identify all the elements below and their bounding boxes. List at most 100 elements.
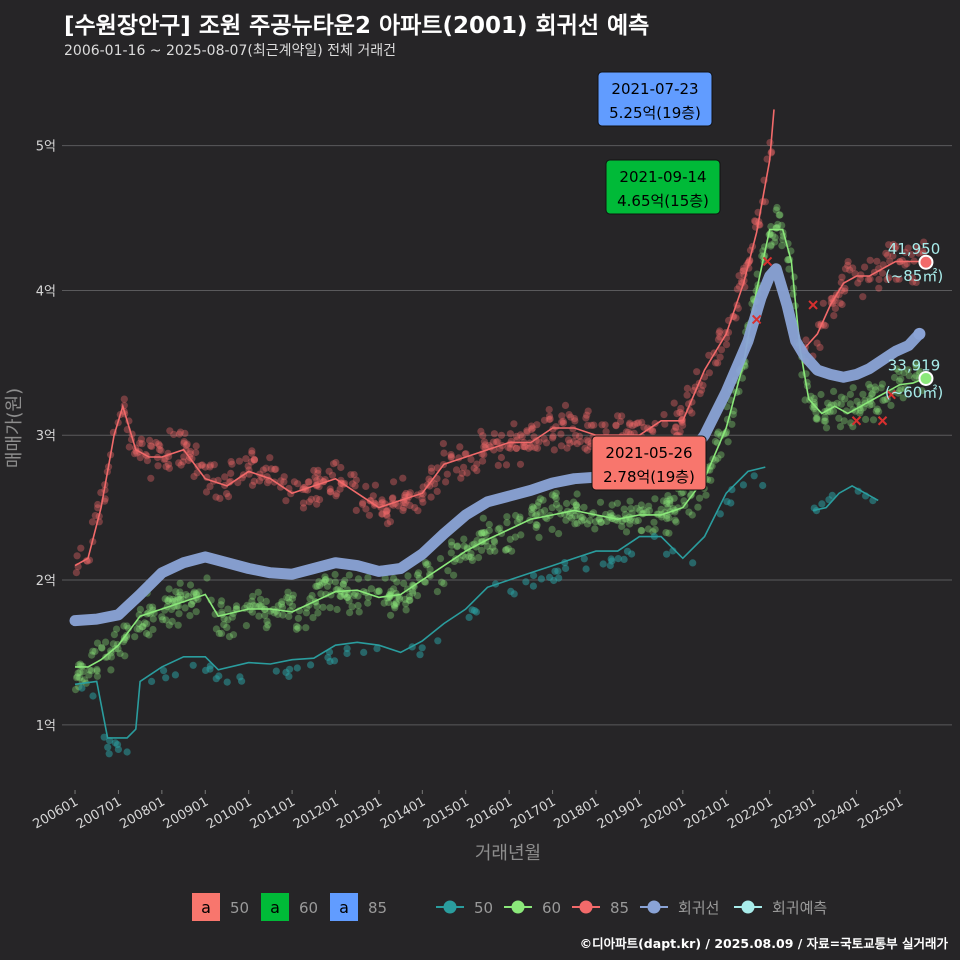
point-85-296 [447,451,455,459]
x-axis-label: 거래년월 [475,843,541,864]
point-85-171 [328,471,337,479]
point-85-110 [299,499,308,507]
point-60-375 [315,578,323,586]
point-85-306 [583,436,591,444]
point-60-257 [626,497,634,505]
point-85-200 [250,456,259,464]
point-60-625 [812,409,820,417]
point-85-446 [125,443,133,451]
point-60-588 [313,582,321,590]
point-85-288 [733,285,742,293]
point-60-446 [228,613,236,621]
point-85-164 [618,412,626,420]
point-60-234 [489,543,497,551]
point-85-444 [227,458,235,466]
point-85-228 [378,510,387,518]
point-60-583 [93,672,101,680]
point-85-267 [625,421,634,429]
point-60-369 [562,516,570,524]
point-85b-32 [846,266,854,274]
point-60-71 [413,571,421,579]
point-85-373 [313,476,321,485]
point-85-347 [97,489,105,497]
point-85-471 [452,466,461,474]
point-85b-18 [830,312,838,320]
point-85-483 [259,466,267,474]
legend-line-text-2: 85 [610,899,629,917]
point-85-397 [559,419,568,427]
point-85b-65 [885,274,893,282]
point-60-392 [224,616,232,624]
point-60-203 [364,574,372,582]
point-60-230 [846,390,855,398]
point-60-214 [856,409,864,417]
point-60-590 [333,605,341,614]
point-60-368 [448,541,456,549]
x-tick-label-15: 202101 [682,794,732,832]
point-85-350 [206,461,215,469]
point-85-281 [545,406,553,414]
point-60-279 [107,653,115,661]
point-60-436 [893,365,901,373]
point-85-211 [519,442,527,450]
point-60-139 [98,644,106,652]
point-60-482 [773,203,781,212]
point-85-317 [294,480,302,488]
point-60-708 [121,652,129,660]
point-85-7 [735,272,743,280]
point-60-89 [491,547,499,555]
point-50-43 [530,571,538,580]
point-60-717 [225,633,234,641]
point-60-502 [879,396,887,404]
point-60-191 [289,591,297,599]
point-60-199 [176,588,184,596]
legend-label-glyph-2: a [339,898,349,917]
point-85-345 [411,504,419,512]
point-60-208 [186,581,195,589]
forecast-value-0: 41,950 [888,240,941,258]
point-85-344 [489,438,497,446]
point-60-576 [597,518,605,526]
point-85-135 [705,351,713,359]
point-60-381 [516,515,524,523]
point-60-238 [409,589,417,597]
point-85-319 [527,422,536,430]
point-60-45 [252,602,260,610]
point-85b-1 [875,275,883,284]
point-85-142 [485,441,493,450]
point-50-27 [434,637,442,645]
point-50-54 [189,661,197,669]
point-60-636 [901,385,909,393]
point-85b-24 [885,241,893,249]
point-85-117 [670,399,678,407]
point-50-67 [728,486,736,494]
point-85-299 [688,409,696,417]
point-60-326 [846,400,855,408]
point-60-145 [436,555,445,563]
point-50-68 [78,684,86,692]
point-60-551 [164,597,172,605]
point-85-365 [383,506,391,514]
point-85-17 [378,496,386,504]
point-85b-77 [889,240,898,249]
point-85-83 [660,411,668,419]
point-85-166 [572,431,580,439]
point-60-552 [355,608,363,616]
point-60-112 [172,596,180,605]
point-85-167 [182,446,190,454]
point-85b-30 [891,245,899,253]
point-60-585 [211,610,219,618]
point-85-45 [314,466,322,474]
point-85-221 [516,460,525,468]
point-60-557 [812,415,820,423]
point-85-136 [333,490,341,498]
point-60-20 [285,612,293,621]
point-85-512 [202,488,211,496]
point-85-99 [673,410,681,418]
point-60-101 [653,510,661,518]
x-tick-label-18: 202401 [812,794,862,832]
point-60-401 [285,598,294,606]
legend-line-text-4: 회귀예측 [772,899,827,917]
point-60-686 [535,498,543,506]
point-85-240 [190,472,198,481]
